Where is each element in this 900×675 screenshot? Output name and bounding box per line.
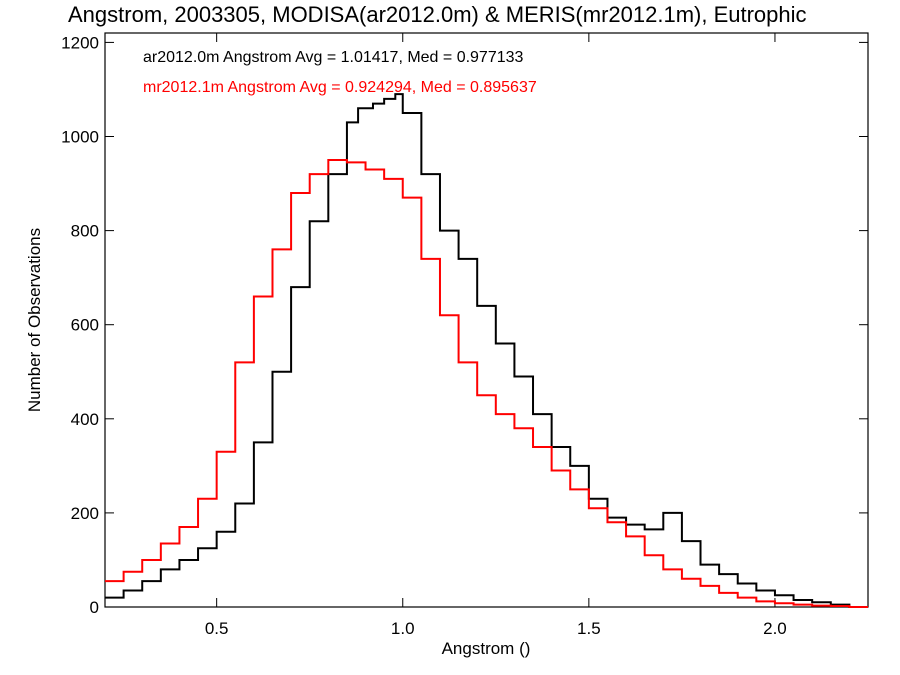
y-axis-label: Number of Observations	[25, 228, 44, 412]
chart-title: Angstrom, 2003305, MODISA(ar2012.0m) & M…	[68, 2, 807, 27]
y-tick-label: 400	[71, 410, 99, 429]
series-2-line	[105, 159, 868, 608]
annotation-series-2: mr2012.1m Angstrom Avg = 0.924294, Med =…	[143, 79, 537, 96]
y-tick-label: 800	[71, 222, 99, 241]
x-tick-label: 2.0	[763, 619, 787, 638]
x-tick-label: 0.5	[205, 619, 229, 638]
series-1-line	[105, 93, 868, 608]
y-tick-label: 1200	[61, 33, 99, 52]
y-tick-label: 0	[90, 598, 99, 617]
x-tick-label: 1.5	[577, 619, 601, 638]
y-tick-label: 200	[71, 504, 99, 523]
annotation-series-1: ar2012.0m Angstrom Avg = 1.01417, Med = …	[143, 49, 524, 66]
plot-frame	[104, 32, 869, 608]
y-tick-label: 1000	[61, 128, 99, 147]
x-axis-ticks: 0.5 1.0 1.5 2.0	[205, 33, 787, 638]
series-layer	[105, 93, 868, 608]
y-tick-label: 600	[71, 316, 99, 335]
x-axis-label: Angstrom ()	[442, 639, 531, 658]
y-axis-ticks: 0 200 400 600 800 1000 1200	[61, 33, 868, 617]
x-tick-label: 1.0	[391, 619, 415, 638]
